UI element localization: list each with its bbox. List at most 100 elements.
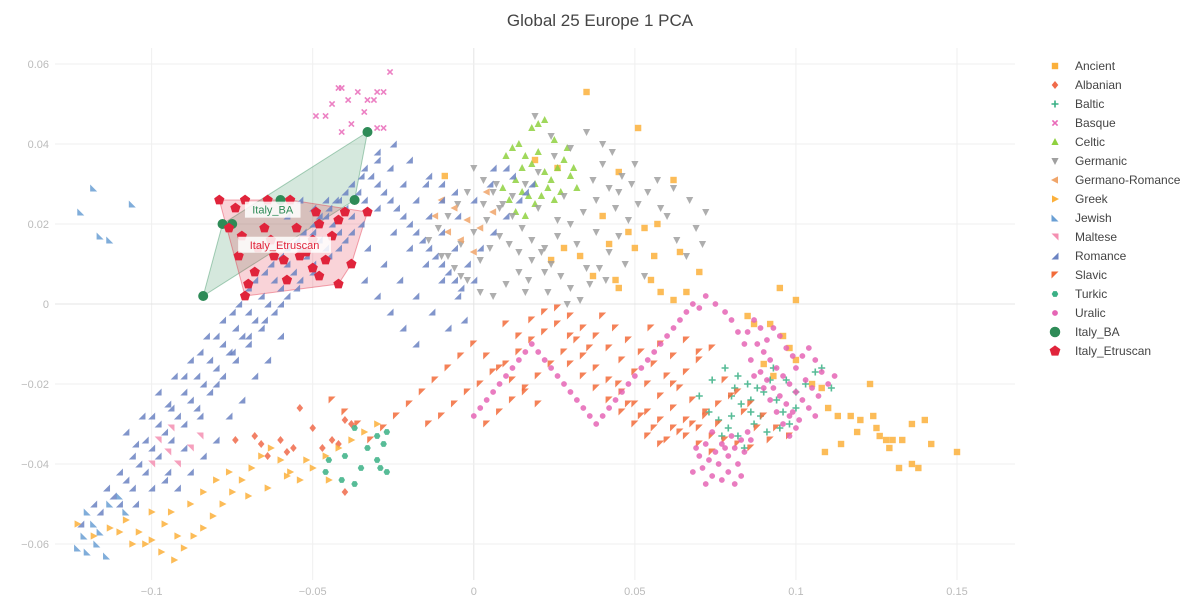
legend-item[interactable]: Celtic bbox=[1051, 135, 1105, 149]
romance-point bbox=[270, 276, 278, 284]
ancient-point bbox=[834, 412, 842, 420]
baltic-point bbox=[773, 396, 781, 404]
romance-point bbox=[173, 412, 181, 420]
legend-marker bbox=[1052, 310, 1058, 316]
slavic-point bbox=[773, 424, 781, 432]
greek-point bbox=[238, 476, 246, 484]
slavic-point bbox=[586, 344, 594, 352]
uralic-point bbox=[567, 389, 574, 395]
turkic-point bbox=[373, 457, 381, 463]
romance-point bbox=[228, 348, 236, 356]
slavic-point bbox=[721, 376, 729, 384]
germanic-point bbox=[489, 293, 497, 300]
legend-label: Slavic bbox=[1075, 268, 1107, 282]
celtic-point bbox=[570, 164, 578, 171]
legend-item[interactable]: Turkic bbox=[1051, 287, 1108, 301]
slavic-point bbox=[554, 320, 562, 328]
ancient-point bbox=[576, 252, 584, 260]
legend-label: Maltese bbox=[1075, 230, 1117, 244]
romance-point bbox=[148, 444, 156, 452]
greek-point bbox=[135, 528, 143, 536]
legend-label: Baltic bbox=[1075, 97, 1104, 111]
turkic-point bbox=[338, 477, 346, 483]
romance-point bbox=[454, 212, 462, 220]
legend-item[interactable]: Italy_BA bbox=[1049, 325, 1120, 339]
germano-romance-point bbox=[431, 212, 439, 220]
slavic-point bbox=[644, 380, 652, 388]
ancient-point bbox=[824, 404, 832, 412]
uralic-point bbox=[818, 369, 825, 375]
ancient-point bbox=[953, 448, 961, 456]
slavic-point bbox=[682, 336, 690, 344]
slavic-point bbox=[444, 364, 452, 372]
germanic-point bbox=[682, 253, 691, 260]
slavic-point bbox=[740, 408, 748, 416]
romance-point bbox=[186, 396, 194, 404]
greek-point bbox=[122, 516, 130, 524]
uralic-point bbox=[706, 457, 712, 463]
legend-item[interactable]: Germanic bbox=[1051, 154, 1127, 168]
legend-item[interactable]: Slavic bbox=[1051, 268, 1108, 282]
greek-point bbox=[296, 476, 304, 484]
legend-item[interactable]: Maltese bbox=[1051, 230, 1118, 244]
x-tick-label: −0.05 bbox=[299, 586, 327, 598]
romance-point bbox=[193, 372, 201, 380]
romance-point bbox=[502, 164, 510, 172]
legend-item[interactable]: Baltic bbox=[1051, 97, 1105, 111]
legend-item[interactable]: Italy_Etruscan bbox=[1049, 344, 1151, 358]
uralic-point bbox=[773, 409, 780, 415]
uralic-point bbox=[593, 421, 600, 427]
romance-point bbox=[260, 268, 268, 276]
baltic-point bbox=[792, 404, 800, 412]
slavic-point bbox=[702, 412, 710, 420]
legend-item[interactable]: Ancient bbox=[1051, 59, 1116, 73]
uralic-point bbox=[764, 337, 770, 343]
legend-item[interactable]: Romance bbox=[1051, 249, 1127, 263]
uralic-point bbox=[767, 357, 774, 363]
slavic-point bbox=[508, 396, 516, 404]
slavic-point bbox=[624, 336, 632, 344]
romance-point bbox=[380, 260, 388, 268]
legend-item[interactable]: Germano-Romance bbox=[1051, 173, 1181, 187]
romance-point bbox=[389, 228, 397, 236]
germanic-point bbox=[547, 261, 555, 268]
romance-point bbox=[405, 220, 413, 228]
y-tick-label: 0 bbox=[43, 299, 49, 311]
jewish-point bbox=[74, 544, 82, 552]
germanic-point bbox=[544, 289, 552, 296]
uralic-point bbox=[689, 301, 696, 307]
albanian-point bbox=[290, 444, 297, 452]
uralic-point bbox=[799, 397, 806, 403]
legend-item[interactable]: Jewish bbox=[1051, 211, 1112, 225]
celtic-point bbox=[521, 152, 529, 159]
uralic-point bbox=[725, 453, 732, 459]
ancient-point bbox=[818, 384, 825, 392]
uralic-point bbox=[831, 373, 838, 379]
baltic-point bbox=[734, 372, 742, 380]
romance-point bbox=[373, 156, 381, 164]
legend-item[interactable]: Greek bbox=[1052, 192, 1109, 206]
y-tick-label: −0.04 bbox=[21, 459, 49, 471]
legend-item[interactable]: Basque bbox=[1051, 116, 1116, 130]
greek-point bbox=[335, 444, 343, 452]
romance-point bbox=[399, 212, 407, 220]
slavic-point bbox=[483, 420, 491, 428]
uralic-point bbox=[702, 481, 709, 487]
romance-point bbox=[164, 468, 172, 476]
ancient-point bbox=[886, 444, 893, 452]
germanic-point bbox=[457, 273, 465, 280]
legend-item[interactable]: Albanian bbox=[1051, 78, 1122, 92]
legend-label: Albanian bbox=[1075, 78, 1122, 92]
celtic-point bbox=[544, 184, 552, 191]
slavic-point bbox=[515, 348, 523, 356]
germanic-point bbox=[592, 229, 600, 236]
slavic-point bbox=[592, 364, 600, 372]
ancient-point bbox=[928, 440, 935, 448]
uralic-point bbox=[554, 373, 561, 379]
greek-point bbox=[264, 484, 272, 492]
legend-item[interactable]: Uralic bbox=[1052, 306, 1106, 320]
slavic-point bbox=[650, 360, 658, 368]
uralic-point bbox=[541, 357, 548, 363]
uralic-point bbox=[718, 441, 725, 447]
